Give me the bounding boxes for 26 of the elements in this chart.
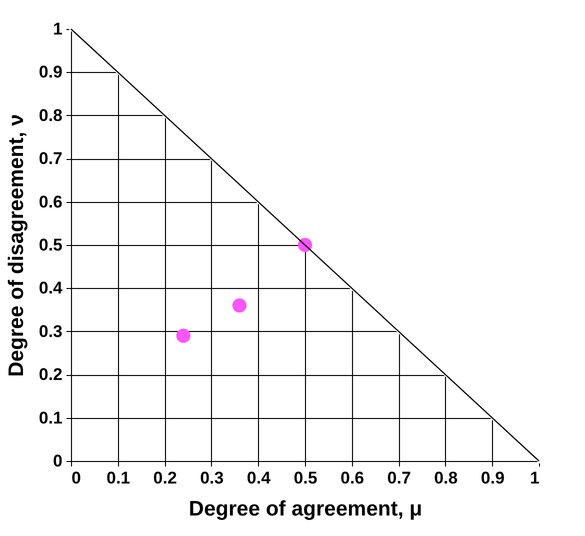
y-tick-label: 0.2 bbox=[38, 365, 62, 384]
y-tick-label: 0.3 bbox=[38, 322, 62, 341]
x-tick-label: 1 bbox=[530, 468, 540, 488]
y-tick-label: 0.9 bbox=[38, 62, 62, 82]
x-tick-label: 0 bbox=[72, 468, 81, 488]
x-tick-label: 0.2 bbox=[153, 468, 177, 488]
x-tick-label: 0.5 bbox=[294, 468, 318, 488]
x-tick-label: 0.6 bbox=[340, 468, 364, 488]
y-tick-label: 0.7 bbox=[38, 149, 62, 168]
x-axis-title: Degree of agreement, μ bbox=[188, 498, 422, 520]
y-tick-label: 0.4 bbox=[38, 278, 64, 298]
x-tick-label: 0.3 bbox=[200, 468, 224, 488]
point bbox=[232, 298, 247, 313]
x-tick-label: 0.4 bbox=[246, 468, 272, 488]
x-tick-label: 0.1 bbox=[106, 468, 130, 488]
y-tick-label: 0.8 bbox=[38, 106, 62, 125]
y-tick-label: 0 bbox=[53, 452, 62, 470]
y-tick-label: 0.6 bbox=[38, 192, 62, 212]
y-axis-title: Degree of disagreement, ν bbox=[4, 114, 28, 377]
x-tick-label: 0.8 bbox=[434, 468, 458, 488]
x-tick-label: 0.7 bbox=[387, 468, 411, 488]
y-tick-label: 0.1 bbox=[38, 408, 62, 428]
point bbox=[176, 328, 190, 343]
x-tick-label: 0.9 bbox=[480, 468, 505, 488]
y-tick-label: 0.5 bbox=[38, 236, 62, 254]
y-tick-label: 1 bbox=[53, 20, 62, 38]
